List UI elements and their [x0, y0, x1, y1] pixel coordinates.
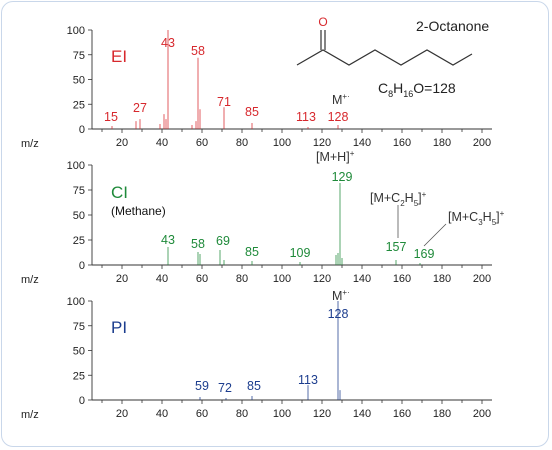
y-tick-label: 50	[73, 346, 85, 358]
y-tick-label: 100	[67, 296, 85, 308]
y-tick-label: 25	[73, 370, 85, 382]
x-tick-label: 100	[273, 273, 291, 285]
peak-label: 15	[104, 110, 118, 124]
x-tick-label: 60	[196, 408, 208, 420]
x-tick-label: 140	[353, 273, 371, 285]
peak-label: 128	[328, 110, 349, 124]
y-tick-label: 50	[73, 210, 85, 222]
x-axis-title: m/z	[21, 409, 39, 421]
pi-title: PI	[111, 318, 127, 337]
x-tick-label: 200	[473, 408, 491, 420]
oxygen-label: O	[318, 15, 327, 29]
pi-spectrum-panel: 0 25 50 75 100 20 40 60 80 100 120 140 160 180 200 m/z 5…	[21, 296, 492, 421]
x-tick-label: 40	[156, 137, 168, 149]
x-tick-label: 20	[116, 408, 128, 420]
x-tick-label: 80	[236, 137, 248, 149]
peak-label: 113	[296, 110, 316, 124]
peak-label: 129	[332, 170, 353, 184]
x-tick-label: 60	[196, 137, 208, 149]
compound-name: 2-Octanone	[416, 18, 489, 34]
formula-h: H	[393, 80, 403, 96]
x-tick-label: 160	[393, 273, 411, 285]
formula-c-sub: 8	[388, 89, 393, 99]
formula-c: C	[378, 80, 388, 96]
carbon-chain	[296, 49, 473, 66]
x-tick-label: 160	[393, 408, 411, 420]
x-tick-label: 140	[353, 137, 371, 149]
x-axis-title: m/z	[21, 138, 39, 150]
y-tick-label: 0	[79, 395, 85, 407]
peak-label: 113	[298, 373, 318, 387]
peak-label: 43	[161, 233, 175, 247]
ei-spectrum-panel: 0 25 50 75 100 20 40 60 80 100 120 140 160 180 200 m/z 1…	[21, 25, 492, 150]
y-tick-label: 75	[73, 185, 85, 197]
ci-subtitle: (Methane)	[111, 204, 166, 218]
peak-label: 69	[216, 234, 230, 248]
x-tick-label: 40	[156, 408, 168, 420]
compound-formula: C8H16O=128	[378, 80, 456, 99]
x-tick-label: 200	[473, 137, 491, 149]
y-tick-label: 25	[73, 235, 85, 247]
x-tick-label: 180	[433, 273, 451, 285]
y-tick-label: 100	[67, 25, 85, 37]
ci-annotation-mc2h5: [M+C2H5]+	[370, 190, 427, 208]
y-tick-label: 0	[79, 260, 85, 272]
x-axis-title: m/z	[21, 274, 39, 286]
peak-label: 58	[191, 44, 205, 58]
x-tick-label: 140	[353, 408, 371, 420]
structure-diagram: O	[296, 15, 473, 66]
ci-spectrum-panel: 0 25 50 75 100 20 40 60 80 100 120 140 160 180 200 m/z 4…	[21, 160, 492, 286]
x-tick-label: 60	[196, 273, 208, 285]
peak-label: 58	[191, 237, 205, 251]
x-tick-label: 100	[273, 408, 291, 420]
formula-h-sub: 16	[403, 89, 413, 99]
y-tick-label: 50	[73, 75, 85, 87]
ci-annotation-mh: [M+H]+	[316, 149, 355, 164]
peak-label: 169	[414, 247, 435, 261]
x-tick-label: 100	[273, 137, 291, 149]
x-tick-label: 80	[236, 408, 248, 420]
y-tick-label: 75	[73, 50, 85, 62]
x-tick-label: 180	[433, 137, 451, 149]
peak-label: 128	[328, 307, 349, 321]
ci-annotation-mc3h5-leader	[423, 223, 447, 247]
peak-label: 72	[218, 381, 232, 395]
peak-label: 59	[195, 379, 209, 393]
peak-label: 71	[217, 95, 231, 109]
x-tick-label: 80	[236, 273, 248, 285]
ei-title: EI	[111, 47, 127, 66]
ci-title: CI	[111, 183, 128, 202]
x-tick-label: 180	[433, 408, 451, 420]
x-tick-label: 200	[473, 273, 491, 285]
x-tick-label: 120	[313, 408, 331, 420]
peak-label: 43	[161, 36, 175, 50]
peak-label: 27	[133, 101, 147, 115]
peak-label: 109	[290, 246, 311, 260]
x-tick-label: 160	[393, 137, 411, 149]
formula-rest: O=128	[413, 80, 456, 96]
ei-molecular-ion-note: M+·	[332, 92, 350, 107]
x-tick-label: 120	[313, 137, 331, 149]
x-tick-label: 20	[116, 137, 128, 149]
y-tick-label: 75	[73, 321, 85, 333]
peak-label: 85	[245, 245, 259, 259]
peak-label: 85	[245, 105, 259, 119]
y-tick-label: 0	[79, 124, 85, 136]
peak-label: 85	[247, 379, 261, 393]
y-tick-label: 100	[67, 160, 85, 172]
pi-molecular-ion-note: M+·	[332, 288, 350, 303]
ci-annotation-mc3h5: [M+C3H5]+	[448, 209, 505, 227]
peak-label: 157	[386, 240, 407, 254]
x-tick-label: 40	[156, 273, 168, 285]
y-tick-label: 25	[73, 99, 85, 111]
x-tick-label: 120	[313, 273, 331, 285]
x-tick-label: 20	[116, 273, 128, 285]
